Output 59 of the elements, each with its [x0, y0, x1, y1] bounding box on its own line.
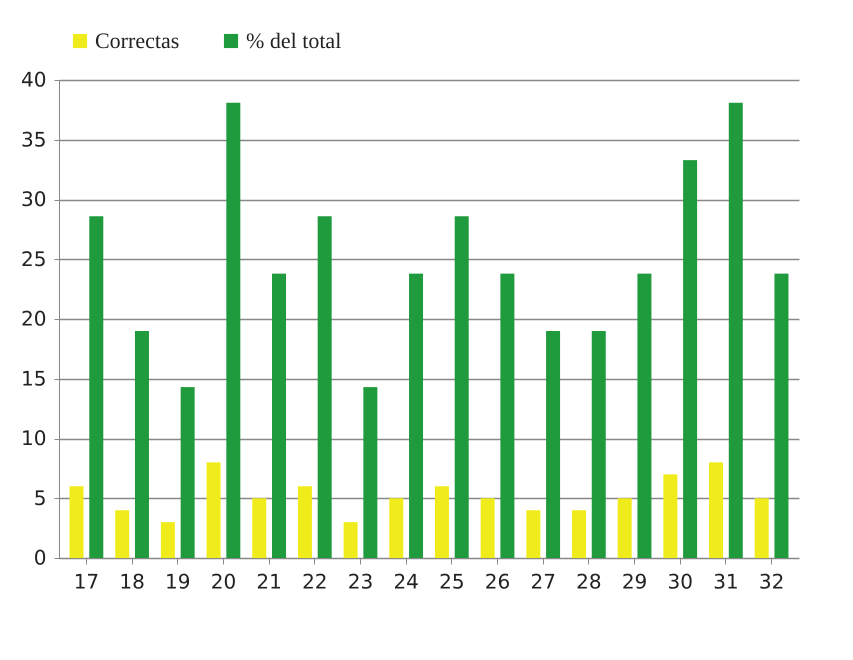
bar [500, 274, 514, 558]
x-tick-label: 32 [758, 570, 784, 594]
bar [160, 522, 175, 558]
bar [618, 498, 632, 558]
y-tick-label: 10 [21, 426, 46, 450]
bar [409, 274, 424, 558]
x-tick-label: 25 [439, 570, 465, 594]
x-tick-label: 17 [74, 570, 100, 594]
bar [728, 102, 743, 558]
bar [344, 522, 358, 558]
y-tick-label: 25 [21, 246, 46, 271]
bar [226, 102, 240, 558]
bar [298, 486, 312, 558]
x-tick-label: 26 [484, 570, 510, 594]
y-tick-label: 20 [21, 306, 46, 330]
bar [454, 216, 469, 558]
x-tick-label: 30 [668, 570, 693, 594]
bar [774, 274, 788, 558]
bar [180, 387, 195, 558]
bar [572, 510, 586, 558]
x-tick-label: 22 [302, 570, 328, 594]
bar [480, 498, 495, 558]
x-tick-label: 24 [393, 570, 419, 594]
y-tick-label: 30 [21, 187, 46, 211]
bar [546, 330, 560, 558]
bar [115, 510, 130, 558]
y-tick-label: 5 [34, 486, 46, 510]
bar [592, 330, 606, 558]
y-tick-label: 0 [34, 546, 46, 570]
legend-label: Correctas [95, 28, 180, 53]
bar [526, 510, 540, 558]
x-tick-label: 31 [713, 570, 739, 594]
bar [663, 474, 678, 558]
bar [389, 498, 404, 558]
y-tick-label: 15 [21, 366, 46, 390]
bar [754, 498, 769, 558]
y-tick-label: 40 [21, 68, 46, 92]
x-tick-label: 18 [119, 570, 145, 594]
bar [637, 274, 652, 558]
x-tick-label: 20 [210, 570, 236, 594]
bar [134, 330, 149, 558]
x-tick-label: 28 [576, 570, 602, 594]
bar [683, 160, 698, 558]
x-tick-label: 21 [256, 570, 282, 594]
bar [89, 216, 104, 558]
bar [252, 498, 266, 558]
legend-label: % del total [246, 28, 342, 53]
bar [318, 216, 332, 558]
bar [272, 274, 286, 558]
x-tick-label: 23 [348, 570, 374, 594]
y-tick-label: 35 [21, 127, 46, 152]
x-tick-label: 19 [165, 570, 190, 594]
x-tick-label: 27 [530, 570, 556, 594]
bar [434, 486, 449, 558]
bar [206, 462, 221, 558]
bar [70, 486, 84, 558]
x-tick-label: 29 [622, 570, 648, 594]
bar [363, 387, 378, 558]
bar [709, 462, 724, 558]
